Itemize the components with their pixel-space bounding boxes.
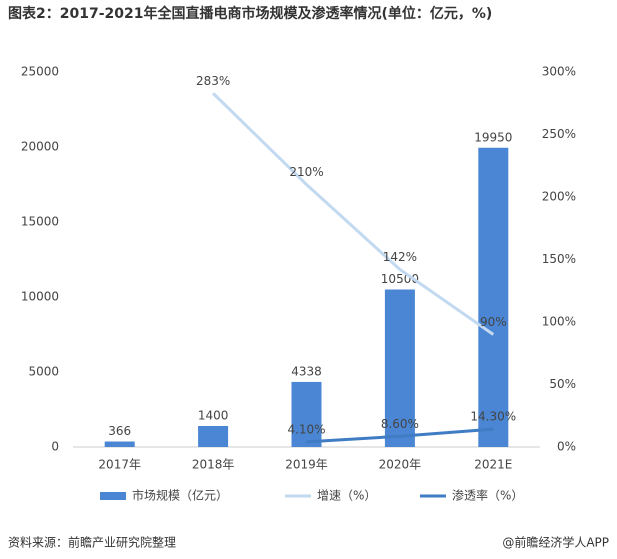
legend-swatch: [100, 492, 126, 500]
bar-label: 366: [108, 424, 131, 438]
x-tick-label: 2018年: [192, 458, 235, 472]
y2-tick-label: 150%: [542, 252, 576, 266]
line-label: 4.10%: [287, 422, 325, 436]
credit: @前瞻经济学人APP: [502, 535, 609, 550]
line-label: 142%: [383, 250, 417, 264]
bar-label: 1400: [198, 409, 229, 423]
bar-label: 4338: [291, 364, 322, 378]
line-label: 90%: [480, 315, 507, 329]
x-tick-label: 2021E: [474, 458, 512, 472]
bar: [384, 289, 415, 447]
line: [212, 92, 495, 336]
x-tick-label: 2020年: [379, 458, 422, 472]
y2-tick-label: 50%: [549, 377, 576, 391]
line: [306, 427, 494, 444]
y2-tick-label: 300%: [542, 65, 576, 79]
bar-label: 19950: [474, 130, 512, 144]
legend-label: 市场规模（亿元）: [132, 488, 228, 503]
y2-tick-label: 0%: [557, 440, 576, 454]
x-tick-label: 2019年: [285, 458, 328, 472]
x-tick-label: 2017年: [98, 458, 141, 472]
y-tick-label: 10000: [21, 290, 59, 304]
legend-label: 渗透率（%）: [452, 488, 523, 503]
y-tick-label: 20000: [21, 140, 59, 154]
line-label: 283%: [196, 74, 230, 88]
y2-tick-label: 250%: [542, 127, 576, 141]
y-tick-label: 0: [51, 440, 59, 454]
legend-label: 增速（%）: [317, 489, 376, 503]
line-label: 8.60%: [381, 417, 419, 431]
y-tick-label: 5000: [28, 365, 59, 379]
bar: [291, 381, 322, 447]
y-tick-label: 15000: [21, 215, 59, 229]
line-label: 14.30%: [470, 410, 516, 424]
chart-title: 图表2：2017-2021年全国直播电商市场规模及渗透率情况(单位：亿元，%): [8, 5, 492, 22]
y2-tick-label: 100%: [542, 315, 576, 329]
y-tick-label: 25000: [21, 65, 59, 79]
source: 资料来源：前瞻产业研究院整理: [8, 535, 176, 550]
bar: [104, 441, 135, 447]
bar: [198, 426, 229, 447]
bar: [478, 147, 509, 447]
y2-tick-label: 200%: [542, 190, 576, 204]
line-label: 210%: [289, 165, 323, 179]
